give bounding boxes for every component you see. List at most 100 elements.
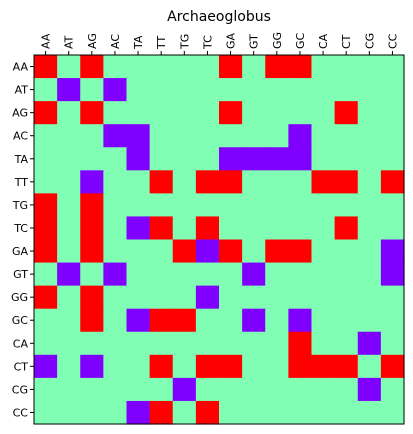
heatmap-cell bbox=[80, 55, 104, 79]
heatmap-cell bbox=[311, 354, 336, 379]
heatmap-cell bbox=[103, 377, 128, 402]
heatmap-cell bbox=[242, 239, 266, 264]
heatmap-cell bbox=[57, 101, 81, 125]
y-tick-label: AC bbox=[13, 130, 28, 143]
heatmap-cell bbox=[380, 377, 405, 402]
heatmap-cell bbox=[242, 147, 266, 171]
heatmap-cell bbox=[126, 262, 151, 287]
y-tick-label: AG bbox=[12, 107, 28, 120]
heatmap-cell bbox=[172, 147, 197, 171]
heatmap-cell bbox=[103, 308, 128, 333]
chart-title: Archaeoglobus bbox=[167, 9, 271, 25]
heatmap-cell bbox=[126, 101, 151, 125]
heatmap-cell bbox=[288, 78, 313, 102]
heatmap-cell bbox=[172, 124, 197, 148]
heatmap-cell bbox=[57, 377, 81, 402]
heatmap-cell bbox=[172, 331, 197, 356]
heatmap-cell bbox=[172, 216, 197, 241]
heatmap-cell bbox=[57, 170, 81, 194]
heatmap-cell bbox=[149, 262, 174, 287]
heatmap-cell bbox=[57, 216, 81, 241]
heatmap-cell bbox=[172, 400, 197, 425]
heatmap-cell bbox=[311, 285, 336, 310]
heatmap-cell bbox=[149, 124, 174, 148]
heatmap-cell bbox=[149, 55, 174, 79]
heatmap-cell bbox=[380, 285, 405, 310]
heatmap-cell bbox=[57, 147, 81, 171]
x-tick-label: AT bbox=[63, 35, 76, 49]
heatmap-cell bbox=[334, 331, 359, 356]
heatmap-cell bbox=[265, 55, 289, 79]
heatmap-cell bbox=[103, 331, 128, 356]
heatmap-cell bbox=[126, 193, 151, 218]
heatmap-cell bbox=[311, 147, 336, 171]
heatmap-cell bbox=[357, 78, 382, 102]
heatmap-cell bbox=[172, 78, 197, 102]
heatmap-cell bbox=[242, 78, 266, 102]
heatmap-cell bbox=[195, 55, 220, 79]
heatmap-cell bbox=[149, 308, 174, 333]
heatmap-cell bbox=[242, 216, 266, 241]
heatmap-cell bbox=[126, 331, 151, 356]
heatmap-cell bbox=[195, 239, 220, 264]
heatmap-cell bbox=[219, 308, 243, 333]
heatmap-cell bbox=[80, 354, 104, 379]
heatmap-cell bbox=[80, 101, 104, 125]
heatmap-cell bbox=[126, 78, 151, 102]
heatmap-cell bbox=[80, 285, 104, 310]
heatmap-cell bbox=[172, 239, 197, 264]
x-tick-label: AC bbox=[109, 34, 122, 49]
heatmap-cell bbox=[126, 147, 151, 171]
heatmap-cell bbox=[334, 101, 359, 125]
heatmap-cell bbox=[334, 400, 359, 425]
heatmap-cell bbox=[380, 55, 405, 79]
heatmap-cell bbox=[334, 147, 359, 171]
heatmap-cell bbox=[357, 308, 382, 333]
heatmap-cell bbox=[172, 101, 197, 125]
heatmap-cell bbox=[149, 147, 174, 171]
heatmap-cell bbox=[126, 285, 151, 310]
heatmap-cell bbox=[172, 170, 197, 194]
heatmap-cell bbox=[311, 170, 336, 194]
heatmap-cell bbox=[103, 400, 128, 425]
x-tick-label: GT bbox=[248, 34, 261, 49]
heatmap-cell bbox=[195, 170, 220, 194]
y-tick-label: GT bbox=[13, 268, 28, 281]
heatmap-cell bbox=[172, 262, 197, 287]
heatmap-cell bbox=[265, 262, 289, 287]
heatmap-cell bbox=[80, 262, 104, 287]
heatmap-cell bbox=[288, 239, 313, 264]
heatmap-cells bbox=[34, 55, 405, 425]
heatmap-cell bbox=[126, 239, 151, 264]
heatmap-cell bbox=[334, 55, 359, 79]
heatmap-cell bbox=[265, 239, 289, 264]
heatmap-cell bbox=[357, 354, 382, 379]
heatmap-cell bbox=[126, 124, 151, 148]
y-tick-label: CT bbox=[14, 360, 29, 373]
heatmap-cell bbox=[265, 124, 289, 148]
heatmap-cell bbox=[380, 147, 405, 171]
heatmap-cell bbox=[34, 193, 58, 218]
heatmap-cell bbox=[80, 331, 104, 356]
heatmap-cell bbox=[149, 400, 174, 425]
heatmap-cell bbox=[242, 55, 266, 79]
heatmap-cell bbox=[380, 331, 405, 356]
heatmap-cell bbox=[149, 101, 174, 125]
heatmap-cell bbox=[219, 400, 243, 425]
heatmap-cell bbox=[288, 308, 313, 333]
heatmap-cell bbox=[126, 400, 151, 425]
heatmap-cell bbox=[103, 285, 128, 310]
heatmap-cell bbox=[334, 308, 359, 333]
heatmap-cell bbox=[357, 170, 382, 194]
heatmap-cell bbox=[34, 285, 58, 310]
heatmap-cell bbox=[311, 400, 336, 425]
heatmap-cell bbox=[34, 262, 58, 287]
y-tick-label: GG bbox=[11, 291, 28, 304]
heatmap-cell bbox=[103, 101, 128, 125]
heatmap-cell bbox=[288, 262, 313, 287]
heatmap-cell bbox=[80, 78, 104, 102]
heatmap-cell bbox=[311, 262, 336, 287]
heatmap-cell bbox=[380, 400, 405, 425]
heatmap-cell bbox=[57, 285, 81, 310]
heatmap-cell bbox=[288, 55, 313, 79]
